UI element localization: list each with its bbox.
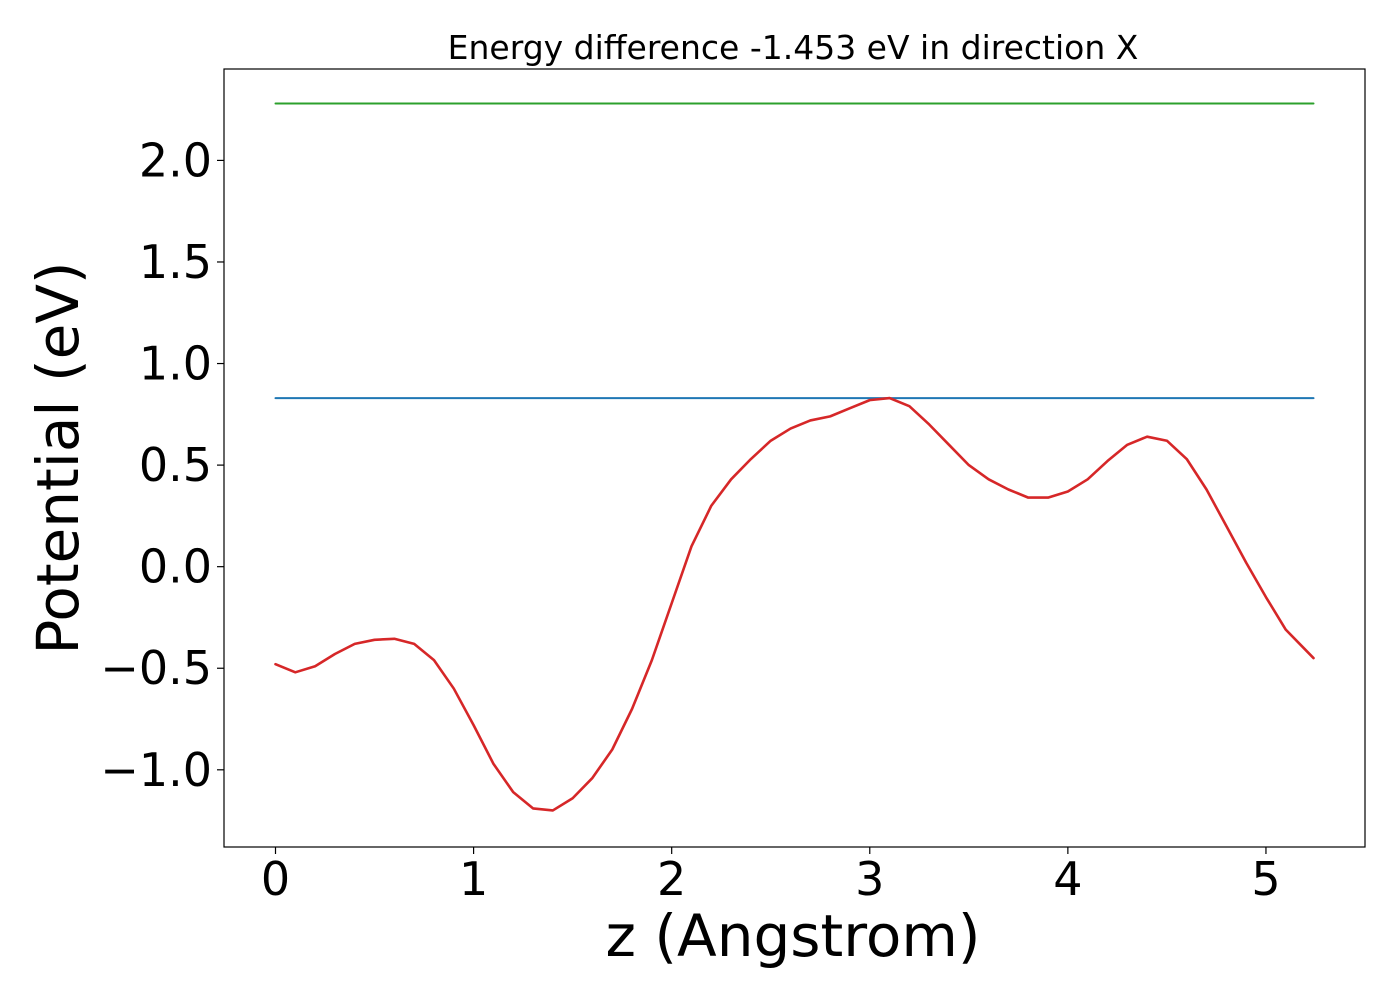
x-tick-label: 1: [459, 852, 488, 906]
y-axis-label: Potential (eV): [24, 261, 92, 654]
x-tick-label: 3: [855, 852, 884, 906]
x-axis-label: z (Angstrom): [606, 902, 981, 970]
y-tick-label: −0.5: [100, 641, 212, 695]
y-tick-label: 0.5: [139, 438, 212, 492]
series-layer: [274, 102, 1315, 812]
x-axis: 0 1 2 3 4 5: [261, 847, 1281, 906]
y-axis: −1.0 −0.5 0.0 0.5 1.0 1.5 2.0: [100, 133, 224, 797]
x-tick-label: 2: [657, 852, 686, 906]
x-tick-label: 4: [1053, 852, 1082, 906]
y-tick-label: 1.0: [139, 337, 212, 391]
y-tick-label: 2.0: [139, 133, 212, 187]
series-line-3: [274, 396, 1315, 812]
y-tick-label: 1.5: [139, 235, 212, 289]
chart-title: Energy difference -1.453 eV in direction…: [448, 28, 1139, 67]
x-tick-label: 5: [1251, 852, 1280, 906]
plot-area-frame: [223, 68, 1366, 848]
y-tick-label: −1.0: [100, 743, 212, 797]
y-tick-label: 0.0: [139, 540, 212, 594]
x-tick-label: 0: [261, 852, 290, 906]
